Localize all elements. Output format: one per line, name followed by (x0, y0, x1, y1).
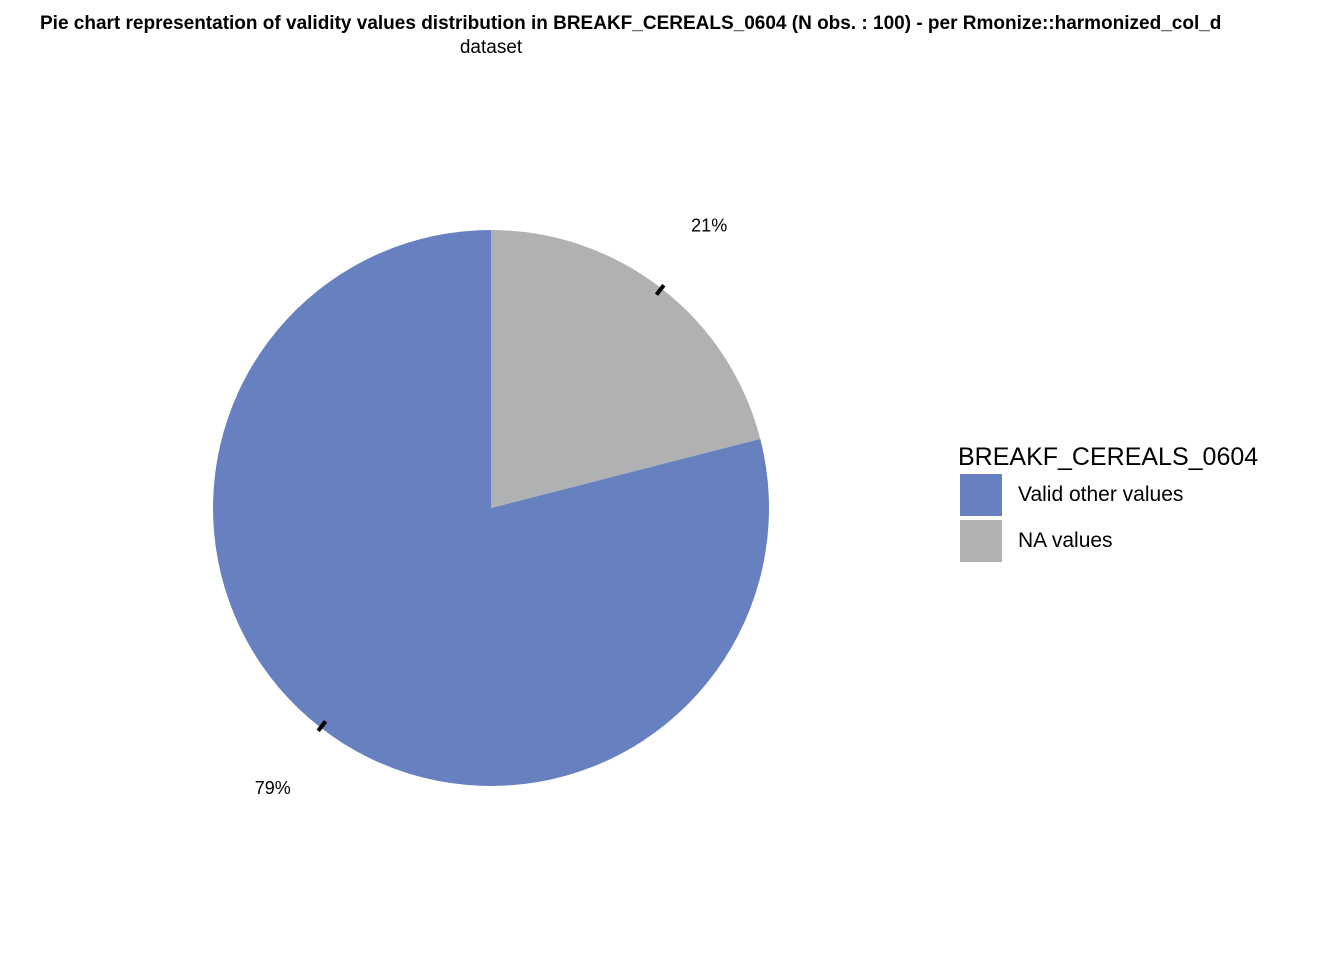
legend-label-na-values: NA values (1018, 529, 1113, 552)
legend: BREAKF_CEREALS_0604 Valid other values N… (958, 440, 1258, 566)
pie-slice-na-values (491, 230, 761, 508)
legend-label-valid-other-values: Valid other values (1018, 483, 1184, 506)
pie-label-na-values: 21% (691, 215, 727, 235)
pie-tick-na-values (654, 283, 666, 296)
chart-title-line-1: Pie chart representation of validity val… (40, 13, 1222, 34)
pie-tick-valid-other-values (316, 720, 328, 733)
pie-slice-valid-other-values (213, 230, 770, 787)
legend-key-na-values (960, 520, 1002, 562)
legend-item-valid-other-values: Valid other values (958, 474, 1258, 520)
chart-title-line-2: dataset (459, 37, 523, 58)
legend-title: BREAKF_CEREALS_0604 (958, 443, 1259, 471)
pie-label-valid-other-values: 79% (255, 778, 291, 798)
legend-item-na-values: NA values (958, 520, 1258, 566)
legend-key-valid-other-values (960, 474, 1002, 516)
